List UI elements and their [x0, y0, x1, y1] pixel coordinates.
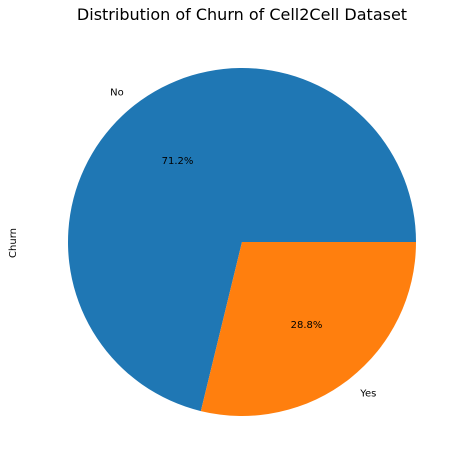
chart-title: Distribution of Churn of Cell2Cell Datas…: [77, 5, 407, 24]
pie-slice-no: [67, 67, 416, 412]
y-axis-label: Churn: [8, 228, 19, 258]
slice-label-yes: Yes: [359, 388, 376, 399]
slice-percent-no: 71.2%: [162, 156, 194, 167]
slice-label-no: No: [110, 88, 124, 99]
slice-percent-yes: 28.8%: [291, 320, 323, 331]
pie-labels-group: No 71.2% Yes 28.8%: [110, 88, 376, 400]
pie-slice-yes: [200, 242, 416, 416]
pie-slices-group: [67, 67, 416, 416]
